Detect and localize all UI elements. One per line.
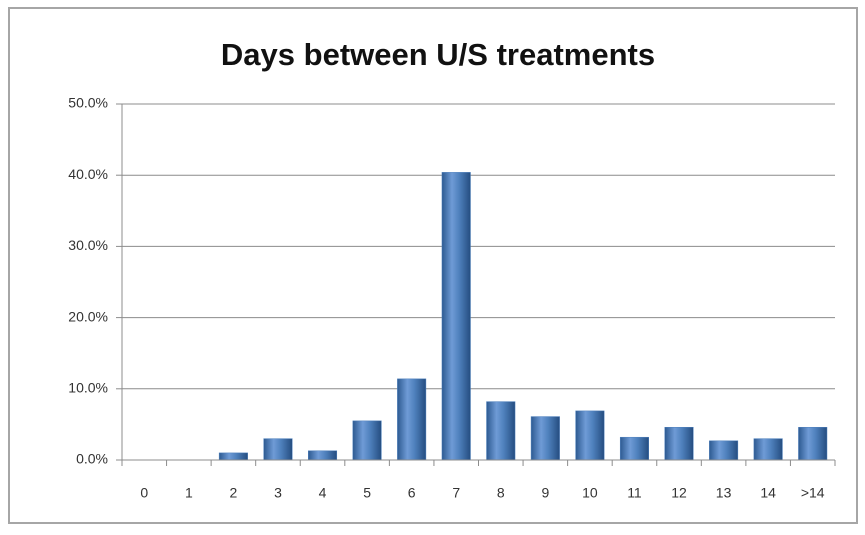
x-tick-label: 11: [627, 485, 642, 501]
bar: [397, 378, 427, 461]
x-tick-label: 0: [140, 485, 148, 501]
bar: [530, 416, 560, 461]
y-tick-label: 50.0%: [68, 95, 108, 111]
x-tick-label: 8: [497, 485, 505, 501]
x-tick-label: 9: [541, 485, 549, 501]
x-tick-label: >14: [801, 485, 825, 501]
chart-title: Days between U/S treatments: [221, 37, 655, 72]
x-tick-label: 1: [185, 485, 193, 501]
bar: [753, 438, 783, 461]
chart-frame: [8, 7, 858, 524]
x-tick-label: 4: [319, 485, 327, 501]
x-tick-label: 13: [716, 485, 732, 501]
y-tick-label: 0.0%: [76, 451, 108, 467]
bar: [441, 172, 471, 461]
bar: [575, 410, 605, 461]
x-tick-label: 6: [408, 485, 416, 501]
bar: [798, 426, 828, 461]
y-tick-label: 30.0%: [68, 237, 108, 253]
x-tick-label: 5: [363, 485, 371, 501]
x-tick-label: 2: [230, 485, 238, 501]
plot-area: 0.0%10.0%20.0%30.0%40.0%50.0%0 1 2 3 4 5 6 7 8 9 1…: [68, 95, 836, 501]
x-tick-label: 7: [452, 485, 460, 501]
bar: [486, 401, 516, 461]
bar: [619, 436, 649, 461]
x-tick-label: 12: [671, 485, 687, 501]
y-tick-label: 10.0%: [68, 380, 108, 396]
bar: [308, 450, 338, 461]
bar: [263, 438, 293, 461]
y-tick-label: 40.0%: [68, 166, 108, 182]
x-tick-label: 3: [274, 485, 282, 501]
bar: [664, 426, 694, 461]
y-tick-label: 20.0%: [68, 308, 108, 324]
x-tick-label: 14: [760, 485, 776, 501]
bar: [709, 440, 739, 461]
bar: [218, 452, 248, 461]
bar: [352, 420, 382, 461]
x-tick-label: 10: [582, 485, 598, 501]
